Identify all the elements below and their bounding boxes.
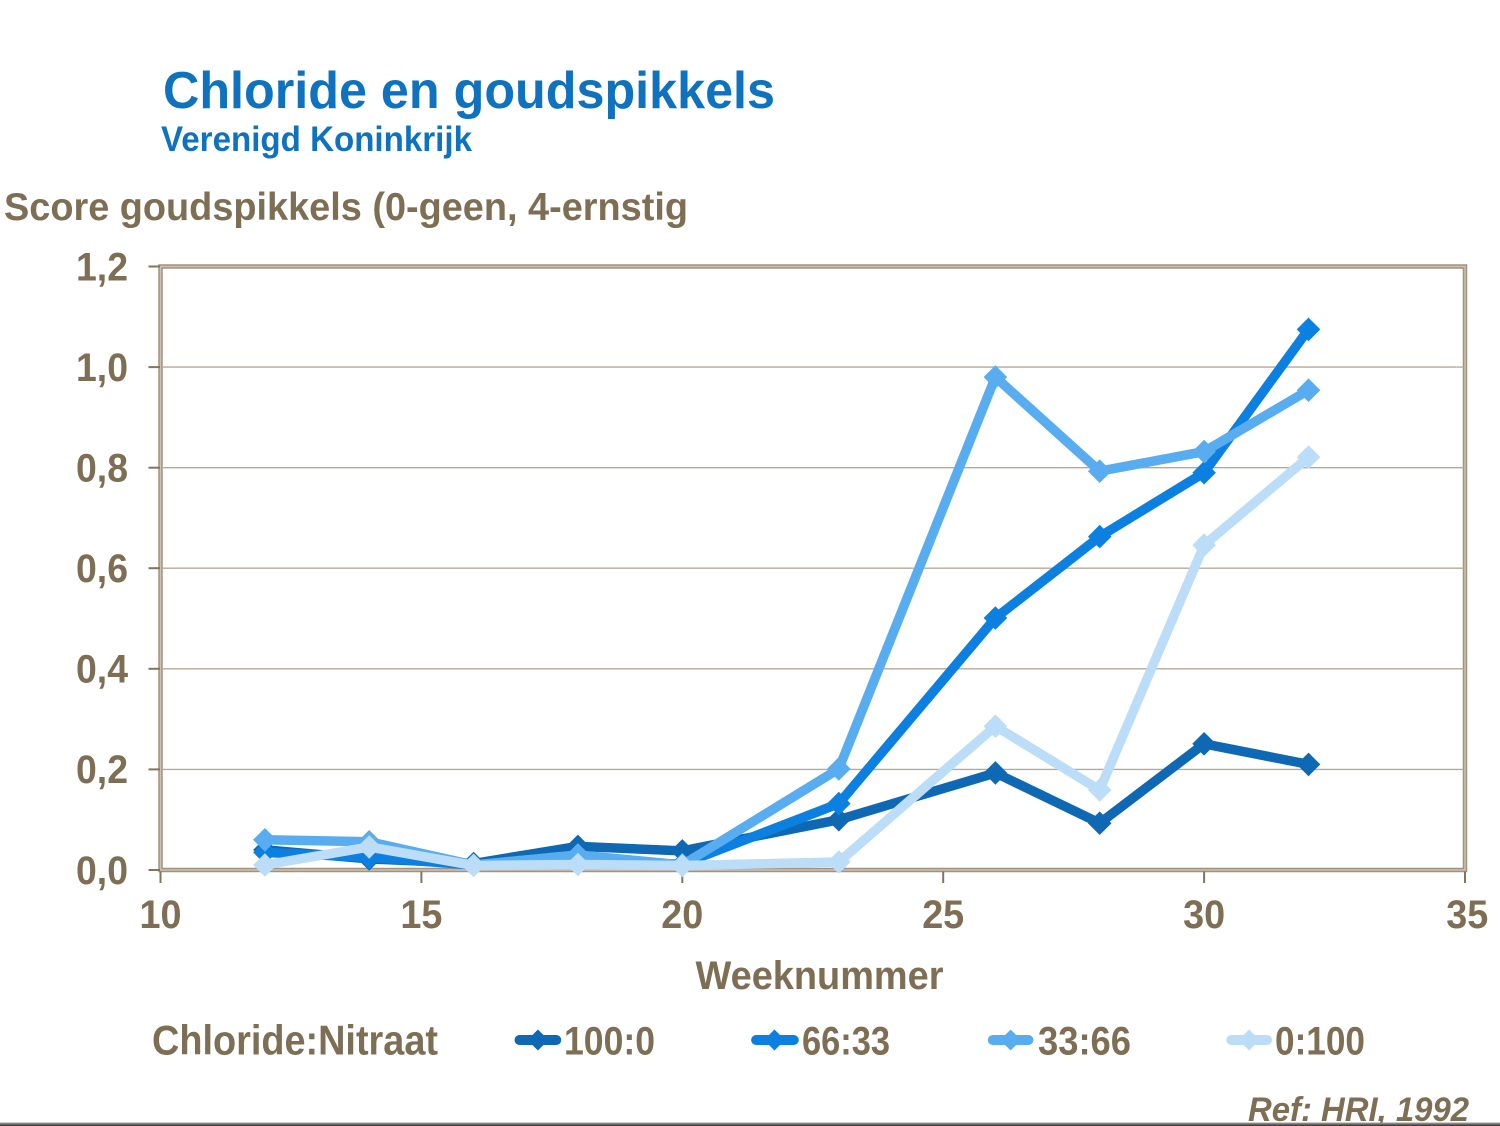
svg-text:0,2: 0,2 (76, 748, 128, 792)
svg-text:25: 25 (922, 893, 964, 937)
svg-text:Score goudspikkels (0-geen, 4-: Score goudspikkels (0-geen, 4-ernstig (4, 186, 688, 229)
svg-text:10: 10 (140, 893, 182, 937)
svg-text:0,4: 0,4 (76, 648, 129, 692)
svg-text:35: 35 (1446, 893, 1488, 937)
svg-text:Chloride:Nitraat: Chloride:Nitraat (152, 1017, 438, 1064)
svg-text:20: 20 (661, 893, 703, 937)
svg-text:15: 15 (400, 893, 442, 937)
svg-text:0:100: 0:100 (1275, 1020, 1365, 1064)
svg-text:1,0: 1,0 (76, 346, 128, 390)
svg-text:0,8: 0,8 (76, 447, 128, 491)
svg-text:33:66: 33:66 (1038, 1020, 1131, 1064)
svg-text:Chloride en goudspikkels: Chloride en goudspikkels (163, 62, 775, 120)
svg-text:0,6: 0,6 (76, 547, 128, 591)
svg-text:66:33: 66:33 (802, 1020, 890, 1064)
svg-text:30: 30 (1183, 893, 1225, 937)
svg-text:100:0: 100:0 (564, 1020, 655, 1064)
svg-text:1,2: 1,2 (76, 245, 128, 289)
svg-text:Weeknummer: Weeknummer (696, 954, 944, 998)
svg-text:Ref: HRI, 1992: Ref: HRI, 1992 (1248, 1091, 1469, 1126)
svg-text:0,0: 0,0 (76, 849, 128, 893)
svg-text:Verenigd Koninkrijk: Verenigd Koninkrijk (161, 120, 472, 159)
